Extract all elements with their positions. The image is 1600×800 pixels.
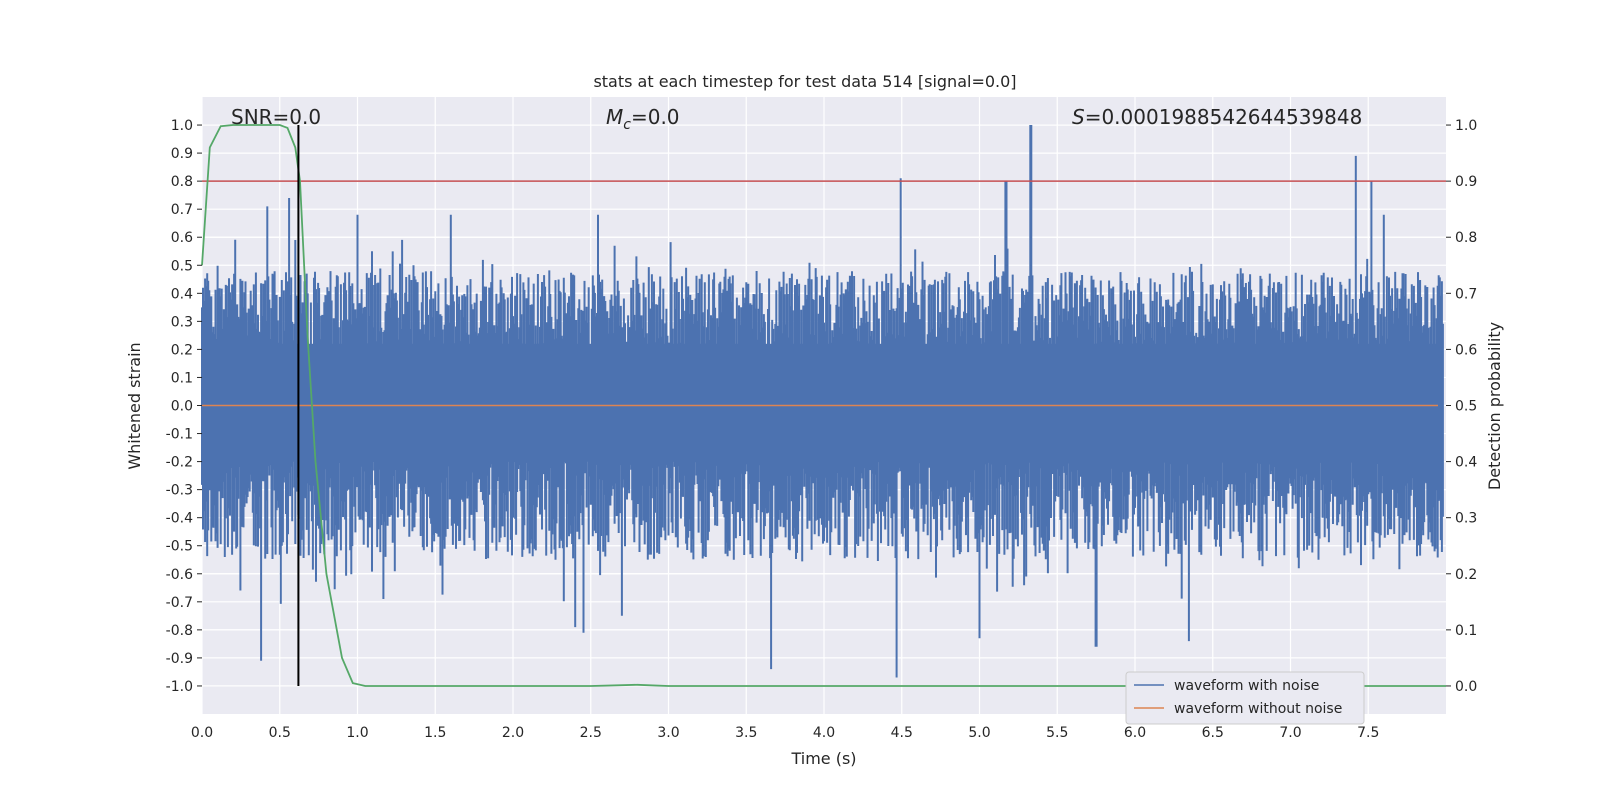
noisy-waveform-core [202,343,1438,456]
chart-title: stats at each timestep for test data 514… [593,72,1016,91]
y-tick-label: -0.9 [166,651,193,667]
x-tick-label: 1.0 [346,725,368,741]
y-tick-label: 0.3 [171,314,193,330]
s-symbol: S [1072,105,1085,129]
y-tick-label: 0.4 [171,286,193,302]
x-tick-label: 7.5 [1357,725,1379,741]
y-tick-label: 0.7 [171,202,193,218]
y2-tick-label: 0.0 [1455,679,1477,695]
y-tick-label: 0.2 [171,342,193,358]
legend-box [1125,671,1365,725]
legend-label-clean: waveform without noise [1174,701,1342,717]
y2-tick-label: 0.8 [1455,230,1477,246]
x-tick-label: 2.0 [502,725,524,741]
y-tick-label: -0.3 [166,483,193,499]
y-tick-label: 0.8 [171,174,193,190]
x-tick-label: 3.0 [657,725,679,741]
x-axis-label: Time (s) [790,749,856,768]
y-tick-label: -0.5 [166,539,193,555]
detection-probability-line [201,124,1446,687]
y2-axis-ticks: 1.0 0.9 0.8 0.7 0.6 0.5 0.4 0.3 0.2 0.1 0.0 [1446,118,1477,695]
y-axis-ticks: 1.0 0.9 0.8 0.7 0.6 0.5 0.4 0.3 0.2 0.1 0.0 -0.1 -0.… [166,118,202,695]
x-tick-label: 4.5 [891,725,913,741]
y2-tick-label: 0.1 [1455,623,1477,639]
mc-subscript: c [623,117,631,133]
series-waveform-with-noise [201,125,1444,678]
x-tick-label: 7.0 [1279,725,1301,741]
y-tick-label: 0.5 [171,258,193,274]
x-tick-label: 6.0 [1124,725,1146,741]
y-tick-label: -0.8 [166,623,193,639]
y-tick-label: -0.1 [166,427,193,443]
legend-label-noisy: waveform with noise [1174,678,1319,694]
x-tick-label: 6.5 [1202,725,1224,741]
x-tick-label: 3.5 [735,725,757,741]
y-tick-label: 0.0 [171,399,193,415]
legend: waveform with noise waveform without noi… [1125,671,1365,725]
x-tick-label: 5.0 [968,725,990,741]
y-tick-label: -1.0 [166,679,193,695]
y2-tick-label: 0.4 [1455,455,1477,471]
y-tick-label: -0.6 [166,567,193,583]
overlay-lines [201,124,1446,687]
y2-tick-label: 0.7 [1455,286,1477,302]
mc-value: =0.0 [631,105,680,129]
y2-tick-label: 0.6 [1455,342,1477,358]
x-tick-label: 5.5 [1046,725,1068,741]
y2-tick-label: 0.2 [1455,567,1477,583]
s-value: =0.0001988542644539848 [1085,105,1363,129]
y-tick-label: -0.7 [166,595,193,611]
y-tick-label: 0.1 [171,370,193,386]
s-annotation: S=0.0001988542644539848 [1072,105,1362,129]
mc-annotation: Mc=0.0 [606,105,680,133]
y2-tick-label: 1.0 [1455,118,1477,134]
x-tick-label: 1.5 [424,725,446,741]
y-tick-label: -0.2 [166,455,193,471]
x-axis-ticks: 0.0 0.5 1.0 1.5 2.0 2.5 3.0 3.5 4.0 4.5 5.0 5.5 6.0 6… [191,725,1380,741]
x-tick-label: 0.0 [191,725,213,741]
snr-annotation: SNR=0.0 [231,105,321,129]
y2-tick-label: 0.5 [1455,399,1477,415]
y-tick-label: 1.0 [171,118,193,134]
y-tick-label: -0.4 [166,511,193,527]
x-tick-label: 0.5 [269,725,291,741]
y-tick-label: 0.9 [171,146,193,162]
y2-tick-label: 0.3 [1455,511,1477,527]
y-axis-label: Whitened strain [125,342,144,469]
y-tick-label: 0.6 [171,230,193,246]
y2-tick-label: 0.9 [1455,174,1477,190]
x-tick-label: 4.0 [813,725,835,741]
x-tick-label: 2.5 [580,725,602,741]
y2-axis-label: Detection probability [1485,322,1504,490]
mc-symbol: M [606,105,623,129]
